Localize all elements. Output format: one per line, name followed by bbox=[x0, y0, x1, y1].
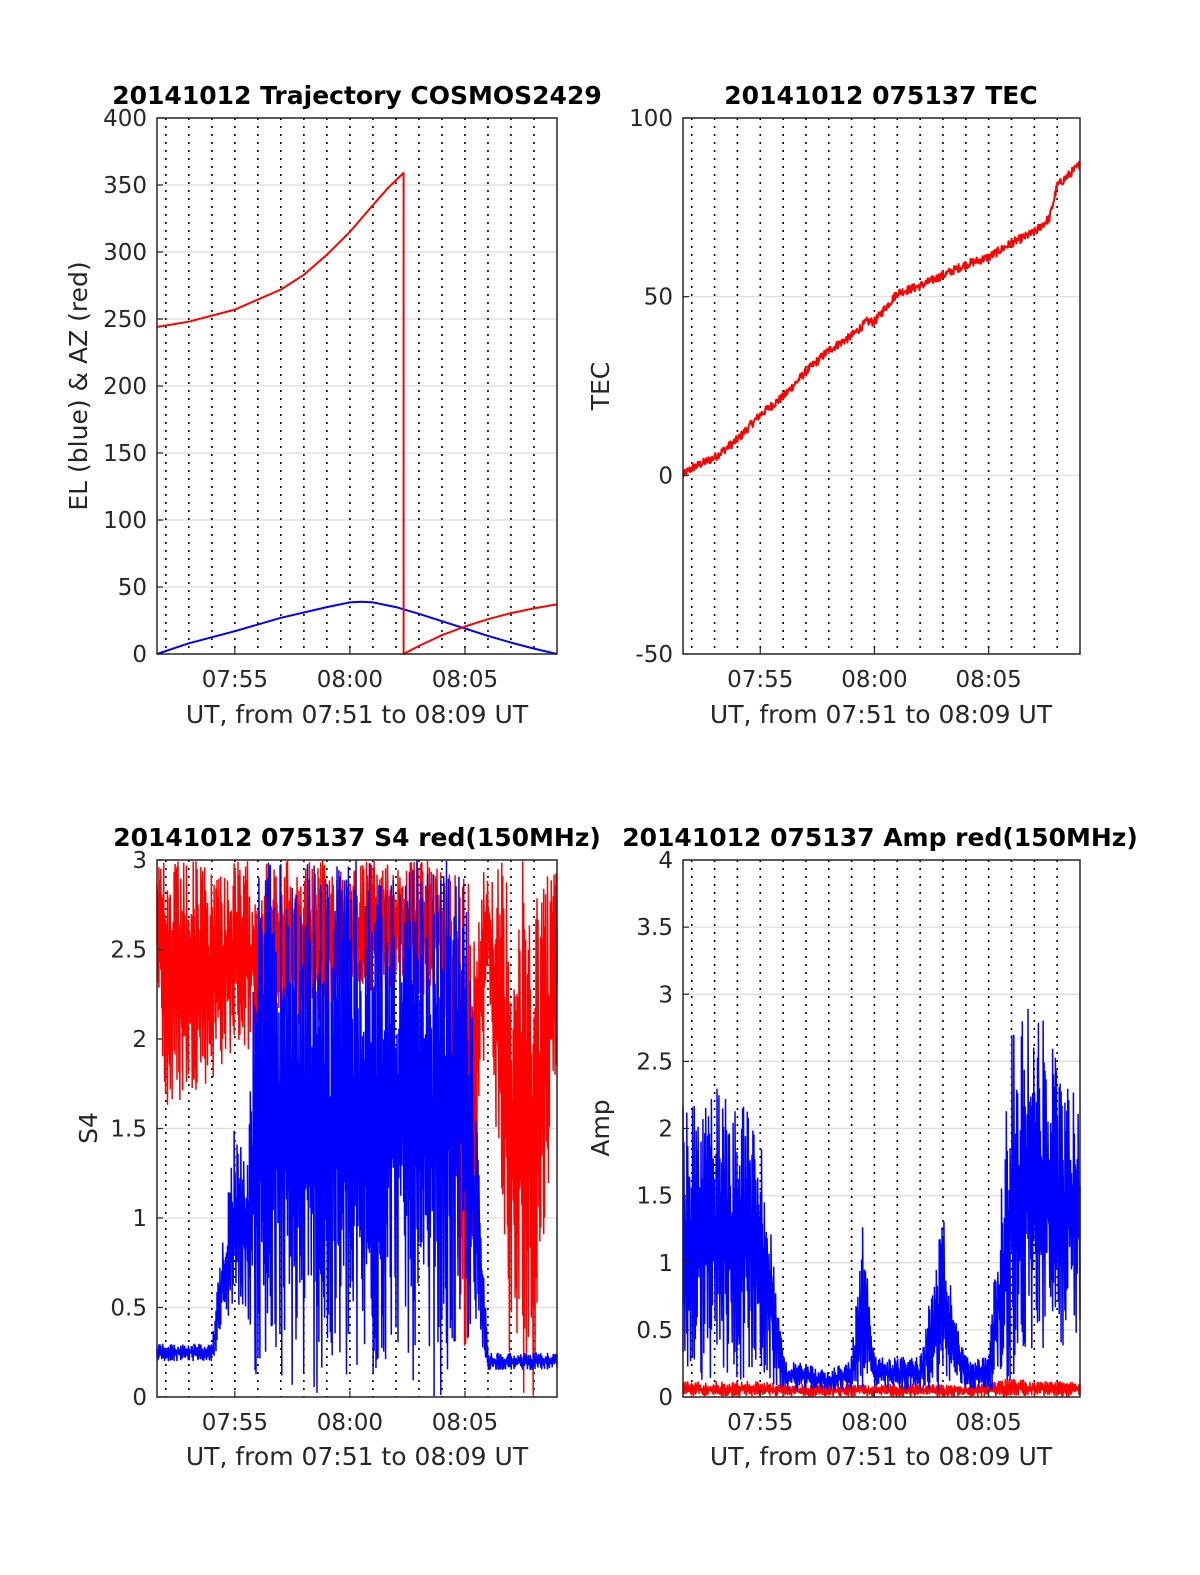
amp-ylabel: Amp bbox=[586, 1099, 615, 1156]
trajectory-ytick-label: 200 bbox=[103, 374, 147, 400]
s4-xlabel: UT, from 07:51 to 08:09 UT bbox=[186, 1442, 529, 1471]
tec-panel: -50 0 50 100 07:55 08:00 08:05 20141012 075137… bbox=[586, 81, 1081, 729]
s4-axes-box bbox=[156, 859, 558, 1398]
trajectory-ytick-label: 400 bbox=[103, 106, 147, 132]
tec-xtick-label: 07:55 bbox=[727, 667, 793, 693]
amp-ytick-label: 3.5 bbox=[636, 915, 673, 941]
trajectory-xlabel: UT, from 07:51 to 08:09 UT bbox=[186, 700, 529, 729]
trajectory-ytick-label: 100 bbox=[103, 508, 147, 534]
s4-ytick-label: 1.5 bbox=[110, 1117, 147, 1143]
amp-panel: 0 0.5 1 1.5 2 2.5 3 3.5 4 07:55 08:00 08:05 2014101… bbox=[586, 823, 1138, 1471]
s4-ytick-label: 0 bbox=[132, 1385, 147, 1411]
trajectory-xtick-label: 08:05 bbox=[432, 667, 498, 693]
s4-xtick-label: 08:05 bbox=[432, 1410, 498, 1436]
tec-axes-box bbox=[682, 117, 1081, 655]
trajectory-ytick-label: 0 bbox=[132, 642, 147, 668]
amp-ytick-label: 0 bbox=[658, 1385, 673, 1411]
amp-xtick-label: 08:05 bbox=[955, 1410, 1021, 1436]
amp-ytick-label: 1.5 bbox=[636, 1184, 673, 1210]
s4-ytick-label: 1 bbox=[132, 1206, 147, 1232]
amp-xlabel: UT, from 07:51 to 08:09 UT bbox=[710, 1442, 1053, 1471]
amp-axes-box bbox=[682, 859, 1081, 1398]
trajectory-title: 20141012 Trajectory COSMOS2429 bbox=[112, 81, 602, 110]
tec-ytick-label: 100 bbox=[629, 106, 673, 132]
s4-panel: 0 0.5 1 1.5 2 2.5 3 07:55 08:00 08:05 20141012 07… bbox=[74, 823, 601, 1471]
amp-series-red-band bbox=[682, 1378, 1081, 1398]
tec-ylabel: TEC bbox=[586, 362, 615, 412]
trajectory-series-red-line bbox=[156, 171, 558, 655]
tec-xtick-label: 08:00 bbox=[841, 667, 907, 693]
s4-ytick-label: 2.5 bbox=[110, 938, 147, 964]
tec-series-red-line bbox=[682, 161, 1081, 478]
s4-xtick-label: 07:55 bbox=[202, 1410, 268, 1436]
amp-ytick-label: 2 bbox=[658, 1117, 673, 1143]
amp-ytick-label: 0.5 bbox=[636, 1318, 673, 1344]
s4-series-blue-band bbox=[156, 859, 558, 1397]
trajectory-ytick-label: 150 bbox=[103, 441, 147, 467]
trajectory-ytick-label: 250 bbox=[103, 307, 147, 333]
tec-ytick-label: 0 bbox=[658, 463, 673, 489]
trajectory-xtick-label: 07:55 bbox=[202, 667, 268, 693]
amp-title: 20141012 075137 Amp red(150MHz) bbox=[622, 823, 1138, 852]
trajectory-axes-box bbox=[156, 117, 558, 655]
amp-xtick-label: 08:00 bbox=[841, 1410, 907, 1436]
amp-ytick-label: 4 bbox=[658, 848, 673, 874]
tec-xtick-label: 08:05 bbox=[955, 667, 1021, 693]
tec-plot-area bbox=[683, 118, 1080, 654]
s4-ytick-label: 2 bbox=[132, 1027, 147, 1053]
amp-ytick-label: 3 bbox=[658, 982, 673, 1008]
s4-ytick-label: 0.5 bbox=[110, 1296, 147, 1322]
trajectory-ylabel: EL (blue) & AZ (red) bbox=[64, 261, 93, 510]
s4-title: 20141012 075137 S4 red(150MHz) bbox=[113, 823, 601, 852]
amp-xtick-label: 07:55 bbox=[727, 1410, 793, 1436]
s4-ylabel: S4 bbox=[74, 1112, 103, 1144]
s4-ytick-label: 3 bbox=[132, 848, 147, 874]
trajectory-ytick-label: 50 bbox=[118, 575, 147, 601]
s4-xtick-label: 08:00 bbox=[317, 1410, 383, 1436]
tec-ytick-label: -50 bbox=[635, 642, 673, 668]
trajectory-xtick-label: 08:00 bbox=[317, 667, 383, 693]
s4-series-red-band bbox=[156, 860, 558, 1396]
amp-ytick-label: 1 bbox=[658, 1251, 673, 1277]
trajectory-ytick-label: 300 bbox=[103, 240, 147, 266]
tec-ytick-label: 50 bbox=[644, 285, 673, 311]
amp-ytick-label: 2.5 bbox=[636, 1049, 673, 1075]
tec-title: 20141012 075137 TEC bbox=[724, 81, 1037, 110]
trajectory-ytick-label: 350 bbox=[103, 173, 147, 199]
tec-xlabel: UT, from 07:51 to 08:09 UT bbox=[710, 700, 1053, 729]
amp-series-blue-band bbox=[682, 1008, 1081, 1391]
trajectory-series-blue-line bbox=[156, 600, 558, 655]
